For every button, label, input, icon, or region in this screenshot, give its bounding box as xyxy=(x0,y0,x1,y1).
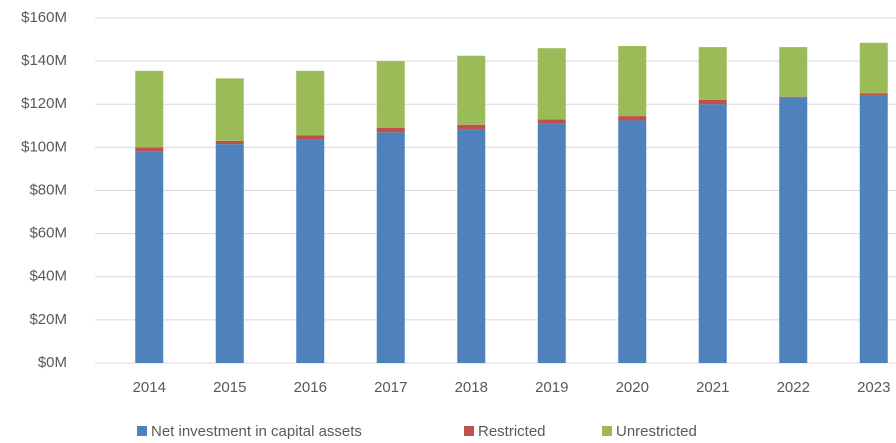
bar-segment xyxy=(457,124,486,130)
legend-swatch xyxy=(602,426,612,436)
bar-segment xyxy=(296,70,325,136)
bar-segment xyxy=(135,70,164,148)
legend-label: Net investment in capital assets xyxy=(151,423,362,440)
y-tick-label: $120M xyxy=(21,95,67,112)
x-tick-label: 2018 xyxy=(455,379,488,396)
y-tick-label: $20M xyxy=(29,311,67,328)
bar-segment xyxy=(618,46,647,117)
x-tick-label: 2017 xyxy=(374,379,407,396)
bar-segment xyxy=(457,129,486,363)
bar-segment xyxy=(859,95,888,363)
bar-segment xyxy=(135,147,164,152)
bar-segment xyxy=(618,120,647,363)
y-tick-label: $60M xyxy=(29,225,67,242)
x-tick-label: 2016 xyxy=(294,379,327,396)
y-tick-label: $0M xyxy=(38,354,67,371)
bar-segment xyxy=(537,48,566,120)
x-tick-label: 2020 xyxy=(616,379,649,396)
bar-segment xyxy=(698,47,727,100)
y-tick-label: $80M xyxy=(29,181,67,198)
x-tick-label: 2021 xyxy=(696,379,729,396)
bar-segment xyxy=(215,140,244,145)
legend-label: Unrestricted xyxy=(616,423,697,440)
bar-segment xyxy=(618,116,647,121)
bar-segment xyxy=(537,123,566,363)
y-tick-label: $140M xyxy=(21,52,67,69)
y-tick-label: $40M xyxy=(29,268,67,285)
legend-swatch xyxy=(464,426,474,436)
bar-segment xyxy=(457,55,486,125)
x-tick-label: 2019 xyxy=(535,379,568,396)
bar-segment xyxy=(698,99,727,105)
x-tick-label: 2015 xyxy=(213,379,246,396)
y-tick-label: $100M xyxy=(21,138,67,155)
bar-segment xyxy=(376,61,405,128)
bar-segment xyxy=(135,151,164,363)
bar-segment xyxy=(296,139,325,363)
bar-segment xyxy=(779,97,808,363)
legend-label: Restricted xyxy=(478,423,546,440)
x-tick-label: 2023 xyxy=(857,379,890,396)
bar-segment xyxy=(779,47,808,97)
bar-segment xyxy=(537,119,566,124)
bar-segment xyxy=(376,127,405,133)
bar-segment xyxy=(215,78,244,141)
bar-segment xyxy=(698,104,727,363)
x-tick-label: 2022 xyxy=(777,379,810,396)
bar-segment xyxy=(296,135,325,140)
bar-segment xyxy=(779,96,808,98)
y-tick-label: $160M xyxy=(21,9,67,26)
bar-segment xyxy=(215,144,244,363)
legend-swatch xyxy=(137,426,147,436)
bar-segment xyxy=(859,42,888,94)
x-tick-label: 2014 xyxy=(133,379,166,396)
bar-segment xyxy=(859,93,888,96)
bar-segment xyxy=(376,132,405,363)
